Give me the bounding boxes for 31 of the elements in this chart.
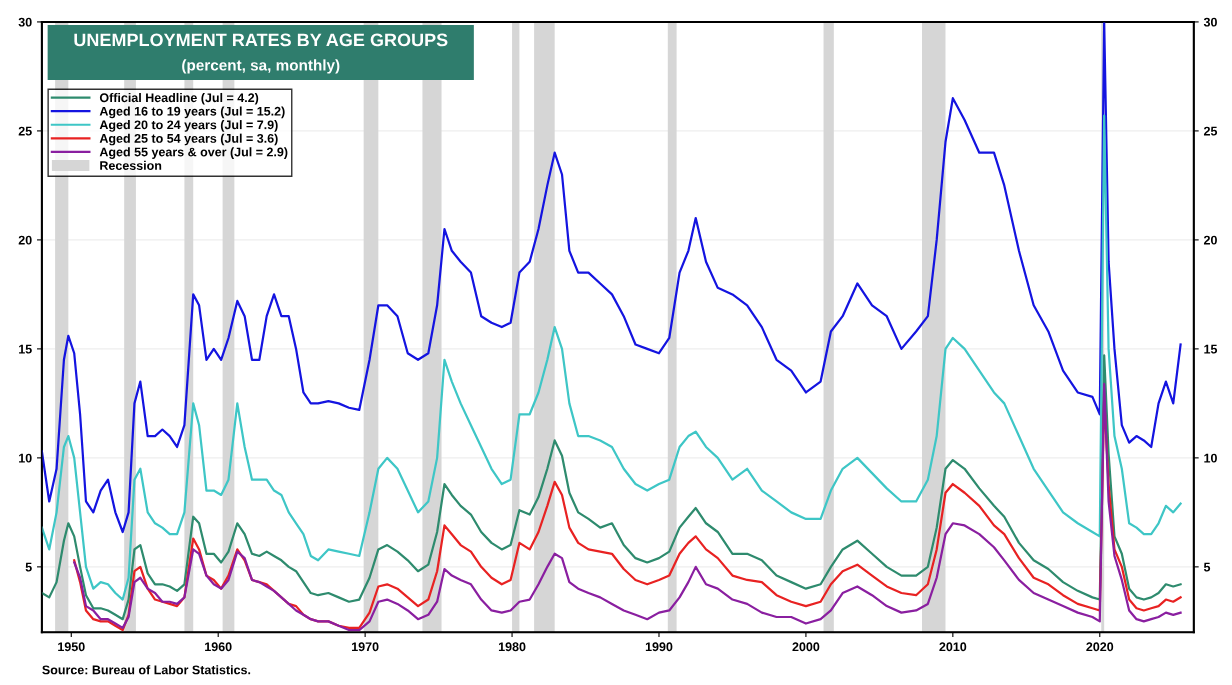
y2-tick-label: 25 <box>1203 126 1218 136</box>
chart-title: UNEMPLOYMENT RATES BY AGE GROUPS <box>74 33 448 47</box>
y-tick-label: 25 <box>18 126 32 136</box>
legend-label: Aged 25 to 54 years (Jul = 3.6) <box>99 133 278 146</box>
line-series <box>41 354 1182 621</box>
x-tick-label: 1950 <box>58 642 85 652</box>
line-series <box>41 21 1182 534</box>
x-tick-label: 1990 <box>645 642 673 652</box>
y2-tick-label: 15 <box>1204 344 1218 354</box>
y-tick-label: 30 <box>18 17 32 27</box>
y2-tick-label: 5 <box>1203 562 1211 572</box>
x-tick-label: 2020 <box>1086 642 1114 652</box>
x-tick-label: 1970 <box>352 642 379 652</box>
y-tick-label: 5 <box>25 562 32 572</box>
source-note: Source: Bureau of Labor Statistics. <box>42 665 251 675</box>
x-tick-label: 1960 <box>205 642 232 652</box>
y-tick-label: 20 <box>18 235 32 245</box>
band-label: Recession <box>100 160 162 170</box>
legend-label: Aged 16 to 19 years (Jul = 15.2) <box>99 106 285 119</box>
legend-label: Aged 20 to 24 years (Jul = 7.9) <box>99 120 278 132</box>
x-tick-label: 1980 <box>498 642 526 652</box>
y2-tick-label: 30 <box>1203 17 1217 27</box>
y2-tick-label: 20 <box>1203 235 1217 245</box>
y2-tick-label: 10 <box>1204 453 1217 463</box>
x-tick-label: 2000 <box>792 642 820 652</box>
text: (percent, sa, monthly) <box>182 59 340 74</box>
legend-label: Aged 55 years & over (Jul = 2.9) <box>99 147 288 159</box>
x-tick-label: 2010 <box>939 642 967 652</box>
y-tick-label: 15 <box>19 344 32 354</box>
legend-label: Official Headline (Jul = 4.2) <box>99 92 259 105</box>
y-tick-label: 10 <box>19 453 32 463</box>
